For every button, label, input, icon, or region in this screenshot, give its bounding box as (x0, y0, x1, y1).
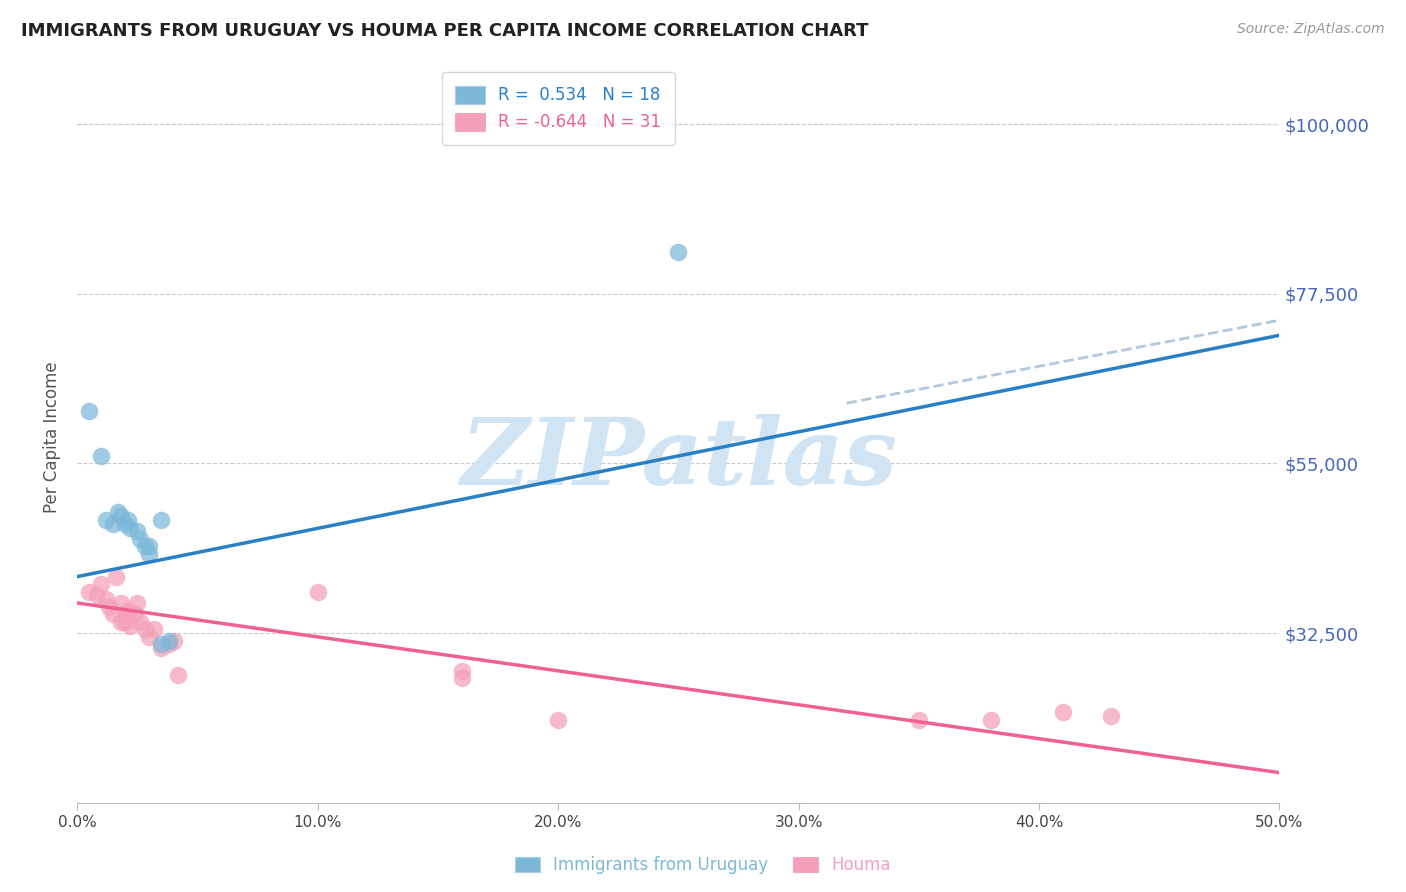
Point (120, 618, 142, 632)
Point (110, 615, 132, 629)
Point (1099, 709, 1122, 723)
Point (110, 509, 132, 524)
Point (114, 607, 136, 622)
Point (150, 513, 173, 527)
Point (114, 615, 136, 629)
Point (127, 596, 149, 610)
Point (307, 584, 329, 599)
Point (157, 637, 180, 651)
Point (120, 520, 142, 534)
Point (908, 713, 931, 727)
Point (96, 592, 118, 607)
Point (86, 589, 108, 603)
Point (79, 403, 101, 417)
Legend: Immigrants from Uruguay, Houma: Immigrants from Uruguay, Houma (508, 850, 898, 881)
Point (128, 532, 150, 546)
Point (157, 633, 180, 648)
Point (117, 513, 139, 527)
Point (138, 630, 160, 644)
Point (451, 672, 474, 686)
Point (96, 513, 118, 527)
Text: Source: ZipAtlas.com: Source: ZipAtlas.com (1237, 22, 1385, 37)
Point (451, 664, 474, 678)
Y-axis label: Per Capita Income: Per Capita Income (44, 361, 62, 513)
Point (162, 633, 184, 648)
Point (124, 607, 146, 622)
Point (103, 516, 125, 531)
Point (107, 506, 129, 520)
Point (980, 713, 1002, 727)
Point (114, 516, 136, 531)
Point (1052, 706, 1074, 720)
Point (668, 245, 690, 260)
Point (103, 607, 125, 622)
Point (90, 449, 112, 463)
Legend: R =  0.534   N = 18, R = -0.644   N = 31: R = 0.534 N = 18, R = -0.644 N = 31 (441, 72, 675, 145)
Point (150, 641, 173, 656)
Point (143, 623, 166, 637)
Point (127, 524, 149, 539)
Point (547, 713, 569, 727)
Point (138, 547, 160, 561)
Point (110, 596, 132, 610)
Point (117, 603, 139, 617)
Point (134, 540, 156, 554)
Point (150, 637, 173, 651)
Point (134, 623, 156, 637)
Text: ZIPatlas: ZIPatlas (460, 414, 897, 504)
Point (90, 577, 112, 591)
Point (128, 615, 150, 629)
Point (138, 540, 160, 554)
Text: IMMIGRANTS FROM URUGUAY VS HOUMA PER CAPITA INCOME CORRELATION CHART: IMMIGRANTS FROM URUGUAY VS HOUMA PER CAP… (21, 22, 869, 40)
Point (167, 667, 190, 681)
Point (79, 584, 101, 599)
Point (97, 599, 120, 614)
Point (104, 569, 127, 583)
